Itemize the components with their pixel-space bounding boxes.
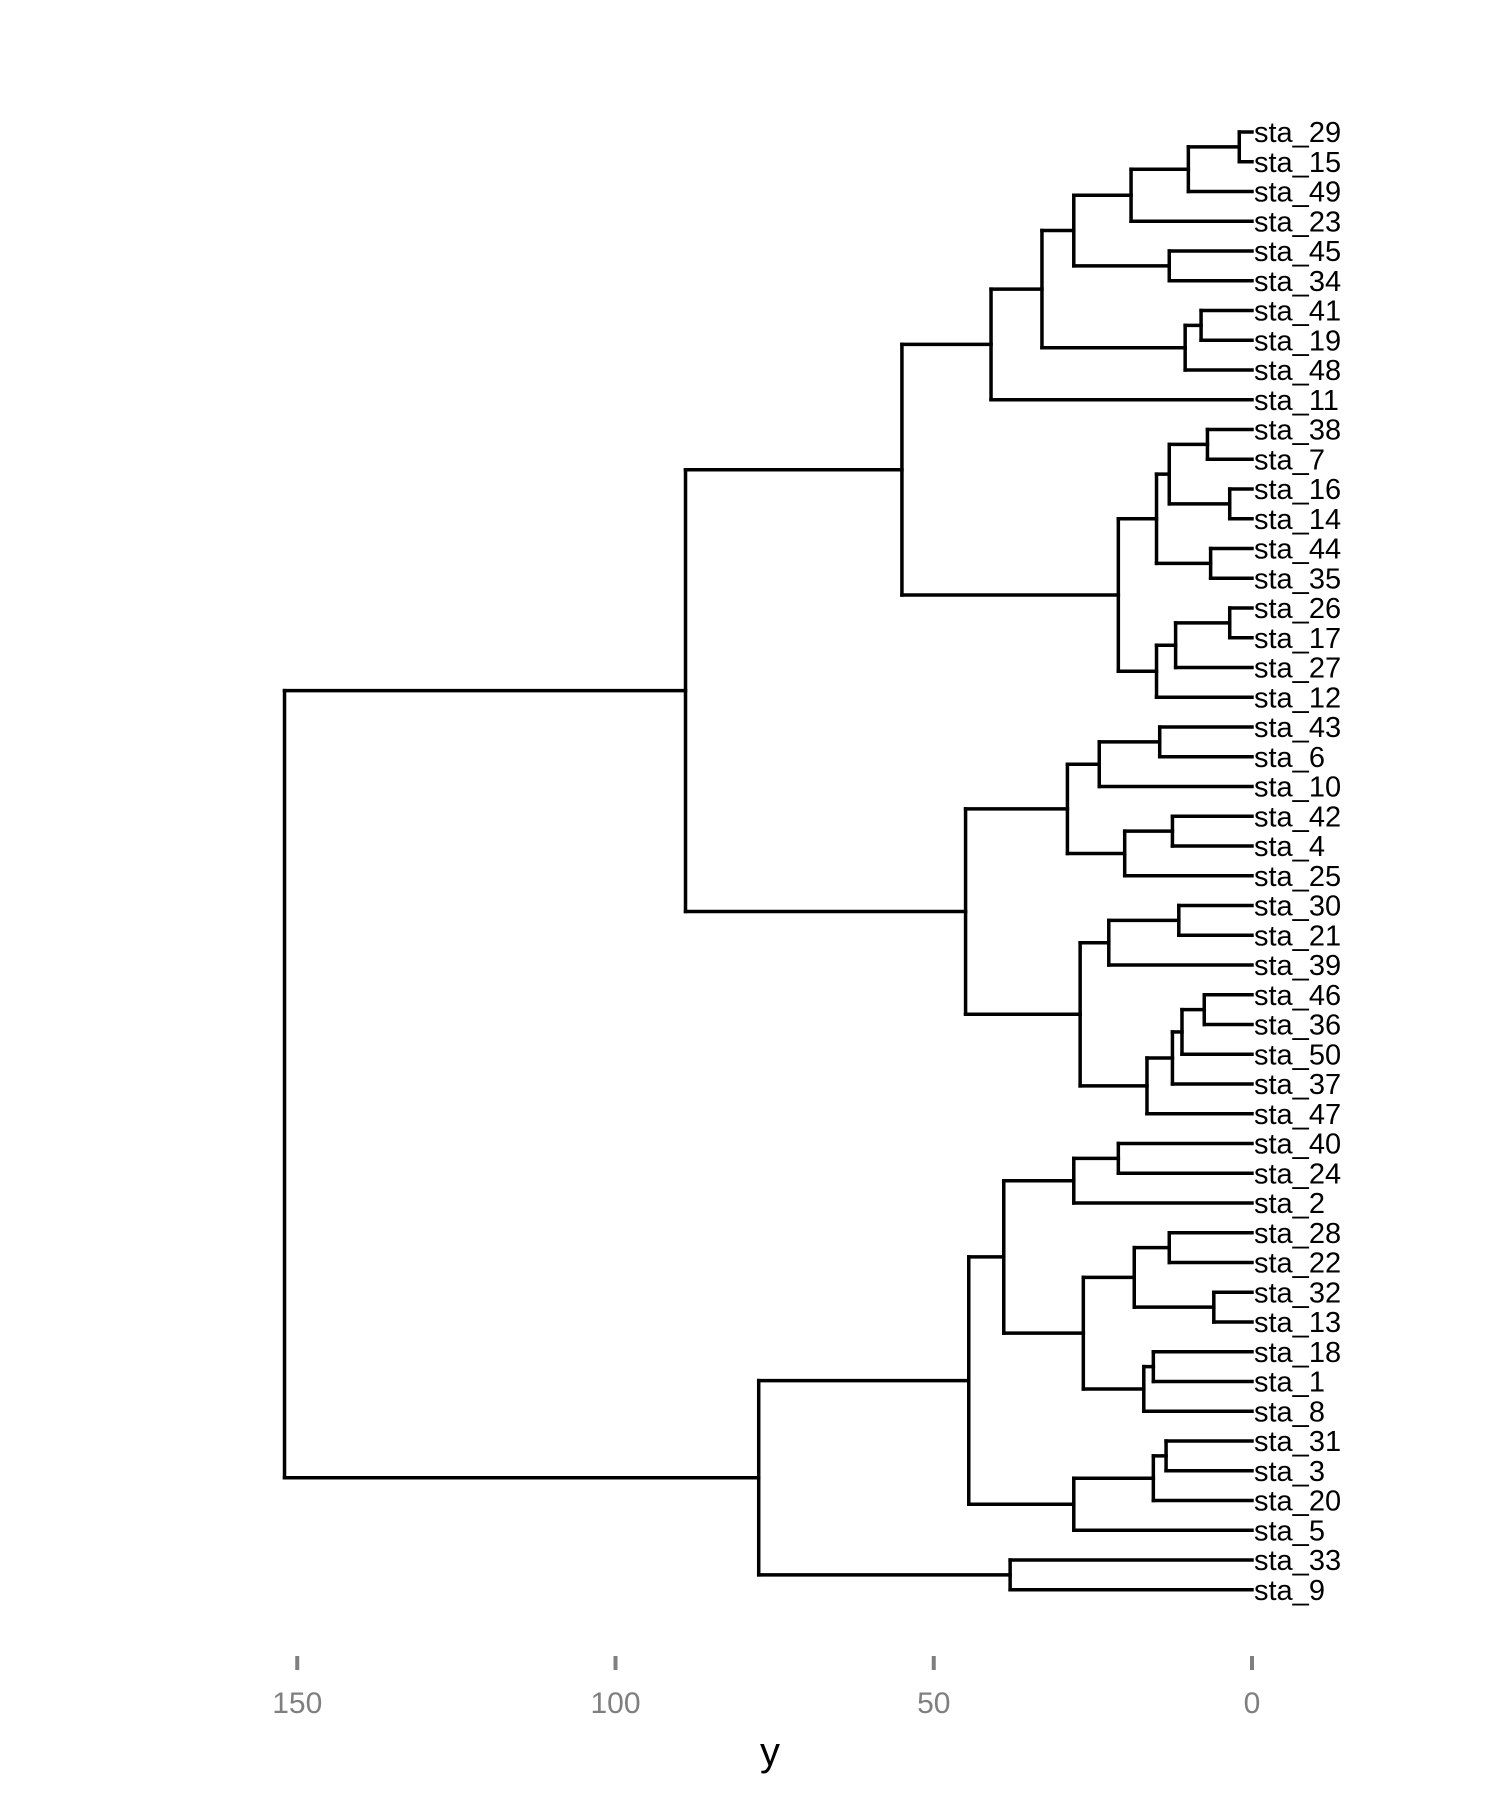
leaf-label: sta_1 bbox=[1254, 1367, 1325, 1399]
leaf-label: sta_26 bbox=[1254, 593, 1341, 625]
leaf-label: sta_12 bbox=[1254, 682, 1341, 714]
leaf-label: sta_2 bbox=[1254, 1188, 1325, 1220]
x-axis: 150 100 50 0 bbox=[272, 1656, 1260, 1720]
leaf-label: sta_14 bbox=[1254, 504, 1341, 536]
leaf-label: sta_5 bbox=[1254, 1515, 1325, 1547]
leaf-label: sta_16 bbox=[1254, 474, 1341, 506]
leaf-label: sta_39 bbox=[1254, 950, 1341, 982]
leaf-label: sta_50 bbox=[1254, 1039, 1341, 1071]
leaf-label: sta_35 bbox=[1254, 563, 1341, 595]
leaf-label: sta_24 bbox=[1254, 1158, 1341, 1190]
leaf-label: sta_30 bbox=[1254, 891, 1341, 923]
leaf-label: sta_8 bbox=[1254, 1396, 1325, 1428]
leaf-label: sta_42 bbox=[1254, 801, 1341, 833]
x-axis-tick-label: 50 bbox=[917, 1687, 950, 1720]
leaf-label: sta_31 bbox=[1254, 1426, 1341, 1458]
x-axis-tick-label: 100 bbox=[590, 1687, 640, 1720]
leaf-label: sta_13 bbox=[1254, 1307, 1341, 1339]
leaf-label: sta_10 bbox=[1254, 772, 1341, 804]
x-axis-tick-label: 0 bbox=[1244, 1687, 1261, 1720]
leaf-label: sta_41 bbox=[1254, 296, 1341, 328]
leaf-label: sta_36 bbox=[1254, 1010, 1341, 1042]
leaf-label: sta_45 bbox=[1254, 236, 1341, 268]
leaf-label: sta_9 bbox=[1254, 1575, 1325, 1607]
dendrogram-branches bbox=[282, 130, 1254, 1592]
leaf-label: sta_38 bbox=[1254, 415, 1341, 447]
leaf-label: sta_11 bbox=[1254, 385, 1339, 417]
leaf-label: sta_43 bbox=[1254, 712, 1341, 744]
leaf-label: sta_40 bbox=[1254, 1129, 1341, 1161]
leaf-label: sta_21 bbox=[1254, 920, 1341, 952]
leaf-label: sta_4 bbox=[1254, 831, 1325, 863]
leaf-label: sta_48 bbox=[1254, 355, 1341, 387]
leaf-label: sta_22 bbox=[1254, 1248, 1341, 1280]
leaf-label: sta_28 bbox=[1254, 1218, 1341, 1250]
leaf-label: sta_18 bbox=[1254, 1337, 1341, 1369]
leaf-label: sta_6 bbox=[1254, 742, 1325, 774]
x-axis-title: y bbox=[760, 1730, 780, 1774]
leaf-label: sta_3 bbox=[1254, 1456, 1325, 1488]
leaf-label: sta_37 bbox=[1254, 1069, 1341, 1101]
leaf-label: sta_19 bbox=[1254, 325, 1341, 357]
leaf-label: sta_44 bbox=[1254, 534, 1341, 566]
leaf-label: sta_46 bbox=[1254, 980, 1341, 1012]
leaf-label: sta_32 bbox=[1254, 1277, 1341, 1309]
leaf-label: sta_20 bbox=[1254, 1486, 1341, 1518]
leaf-label: sta_47 bbox=[1254, 1099, 1341, 1131]
leaf-label: sta_17 bbox=[1254, 623, 1341, 655]
leaf-label: sta_29 bbox=[1254, 117, 1341, 149]
leaf-label: sta_27 bbox=[1254, 653, 1341, 685]
leaf-label: sta_15 bbox=[1254, 147, 1341, 179]
leaf-label: sta_25 bbox=[1254, 861, 1341, 893]
leaf-label: sta_7 bbox=[1254, 444, 1325, 476]
x-axis-tick-label: 150 bbox=[272, 1687, 322, 1720]
leaf-labels: sta_29sta_15sta_49sta_23sta_45sta_34sta_… bbox=[1254, 117, 1341, 1607]
leaf-label: sta_33 bbox=[1254, 1545, 1341, 1577]
leaf-label: sta_49 bbox=[1254, 177, 1341, 209]
leaf-label: sta_34 bbox=[1254, 266, 1341, 298]
leaf-label: sta_23 bbox=[1254, 206, 1341, 238]
